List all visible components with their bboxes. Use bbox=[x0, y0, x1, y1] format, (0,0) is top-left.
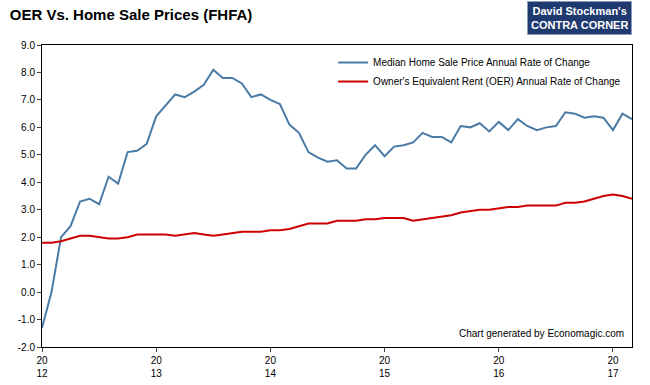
svg-text:7.0: 7.0 bbox=[21, 94, 35, 105]
svg-text:8.0: 8.0 bbox=[21, 67, 35, 78]
svg-text:2014: 2014 bbox=[265, 355, 277, 379]
svg-text:2015: 2015 bbox=[379, 355, 391, 379]
svg-text:OER Vs. Home Sale Prices (FHFA: OER Vs. Home Sale Prices (FHFA) bbox=[10, 6, 253, 23]
svg-text:Chart generated by Economagic.: Chart generated by Economagic.com bbox=[459, 328, 624, 339]
svg-text:Owner's Equivalent Rent (OER): Owner's Equivalent Rent (OER) Annual Rat… bbox=[373, 76, 620, 87]
svg-text:David Stockman'sCONTRA CORNER: David Stockman'sCONTRA CORNER bbox=[531, 5, 628, 31]
svg-text:0.0: 0.0 bbox=[21, 287, 35, 298]
svg-text:2017: 2017 bbox=[607, 355, 619, 379]
svg-text:2012: 2012 bbox=[36, 355, 48, 379]
svg-text:3.0: 3.0 bbox=[21, 204, 35, 215]
svg-text:2.0: 2.0 bbox=[21, 232, 35, 243]
svg-text:2016: 2016 bbox=[493, 355, 505, 379]
svg-text:9.0: 9.0 bbox=[21, 40, 35, 51]
svg-text:1.0: 1.0 bbox=[21, 259, 35, 270]
svg-text:6.0: 6.0 bbox=[21, 122, 35, 133]
svg-text:2013: 2013 bbox=[151, 355, 163, 379]
svg-text:Median Home Sale Price Annual: Median Home Sale Price Annual Rate of Ch… bbox=[373, 57, 590, 68]
svg-text:-1.0: -1.0 bbox=[18, 314, 36, 325]
svg-text:5.0: 5.0 bbox=[21, 149, 35, 160]
svg-text:-2.0: -2.0 bbox=[18, 342, 36, 353]
svg-text:4.0: 4.0 bbox=[21, 177, 35, 188]
